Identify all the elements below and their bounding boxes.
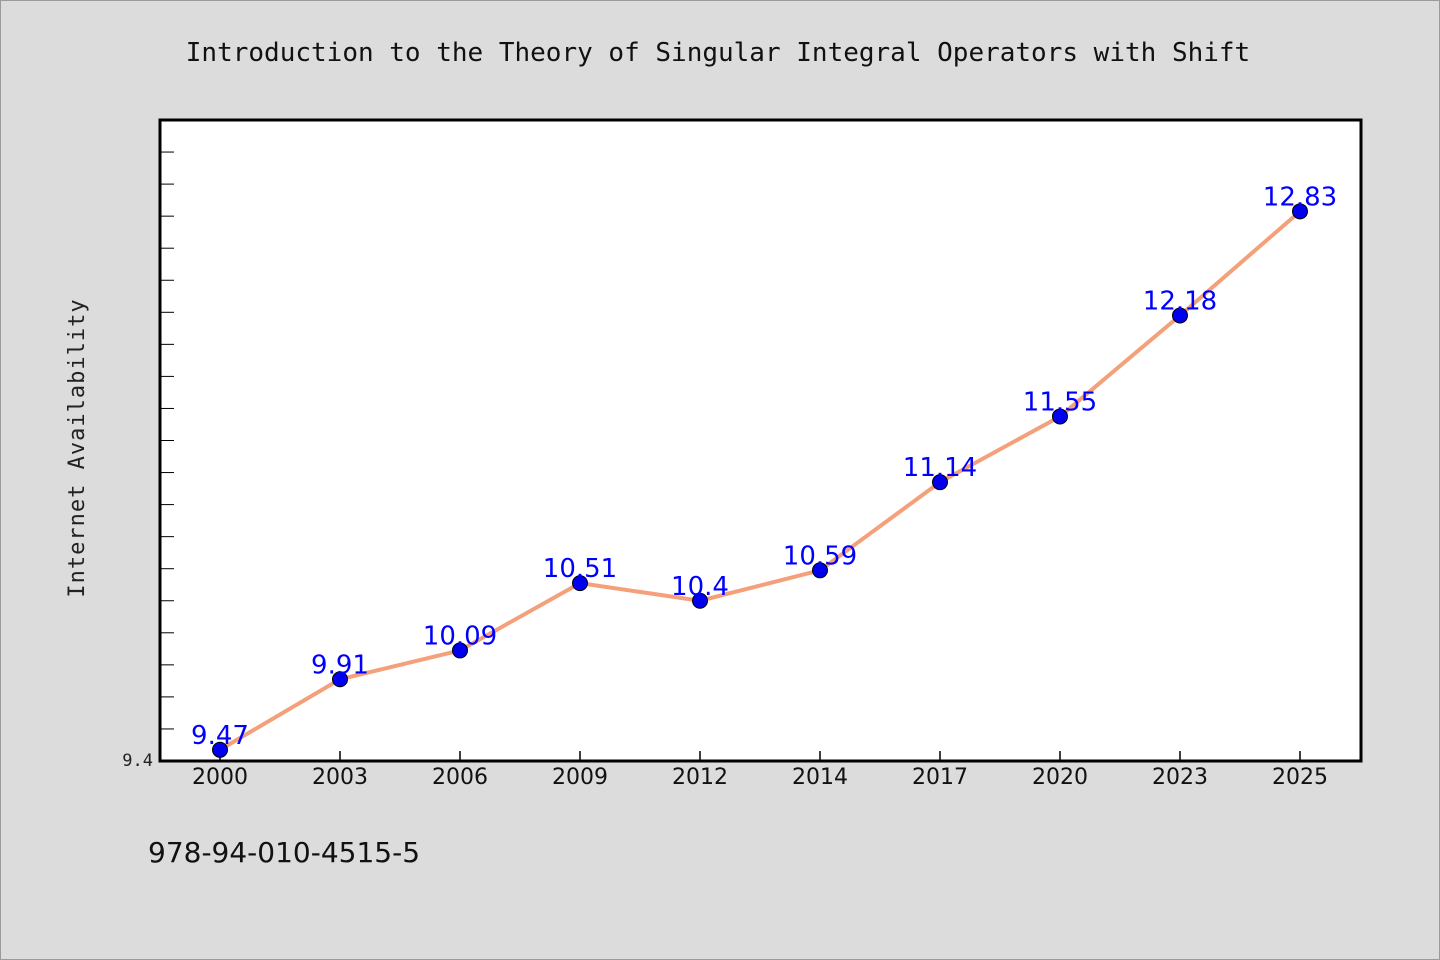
data-point — [812, 562, 828, 579]
x-tick-label: 2012 — [672, 765, 728, 790]
data-point — [932, 474, 948, 491]
plot-area — [158, 118, 1363, 763]
x-tick-label: 2017 — [912, 765, 968, 790]
x-tick-label: 2025 — [1272, 765, 1328, 790]
data-label: 11.55 — [1023, 387, 1097, 417]
y-axis-minor-ticks — [160, 151, 174, 730]
data-point — [212, 741, 228, 758]
data-label: 10.51 — [543, 554, 617, 584]
data-point — [572, 575, 588, 592]
data-label: 11.14 — [903, 453, 977, 483]
data-point — [692, 592, 708, 609]
data-point — [452, 642, 468, 659]
y-tick-label: 9.4 — [122, 751, 153, 771]
x-tick-label: 2014 — [792, 765, 848, 790]
x-tick-label: 2006 — [432, 765, 488, 790]
data-label: 9.91 — [311, 650, 369, 680]
x-tick-label: 2000 — [192, 765, 248, 790]
data-label: 12.18 — [1143, 287, 1217, 317]
data-label: 10.59 — [783, 541, 857, 571]
isbn-footer: 978-94-010-4515-5 — [148, 836, 420, 869]
data-point — [1052, 408, 1068, 425]
x-tick-label: 2020 — [1032, 765, 1088, 790]
x-axis-ticks: 2000 2003 2006 2009 2012 2014 2017 2020 2023 2025 — [192, 751, 1328, 790]
x-tick-label: 2003 — [312, 765, 368, 790]
data-point — [1292, 203, 1308, 220]
data-label: 9.47 — [191, 721, 249, 751]
series-line — [218, 209, 1302, 752]
y-axis-label: Internet Availability — [65, 298, 90, 597]
data-point — [1172, 307, 1188, 324]
chart-title: Introduction to the Theory of Singular I… — [186, 38, 1250, 68]
data-point — [332, 671, 348, 688]
data-label: 10.09 — [423, 621, 497, 651]
series-layer: 9.47 9.91 10.09 10.51 10.4 10.59 11.14 11.55 12.… — [191, 182, 1337, 758]
x-tick-label: 2009 — [552, 765, 608, 790]
data-label: 10.4 — [671, 572, 729, 602]
data-label: 12.83 — [1263, 182, 1337, 212]
x-tick-label: 2023 — [1152, 765, 1208, 790]
